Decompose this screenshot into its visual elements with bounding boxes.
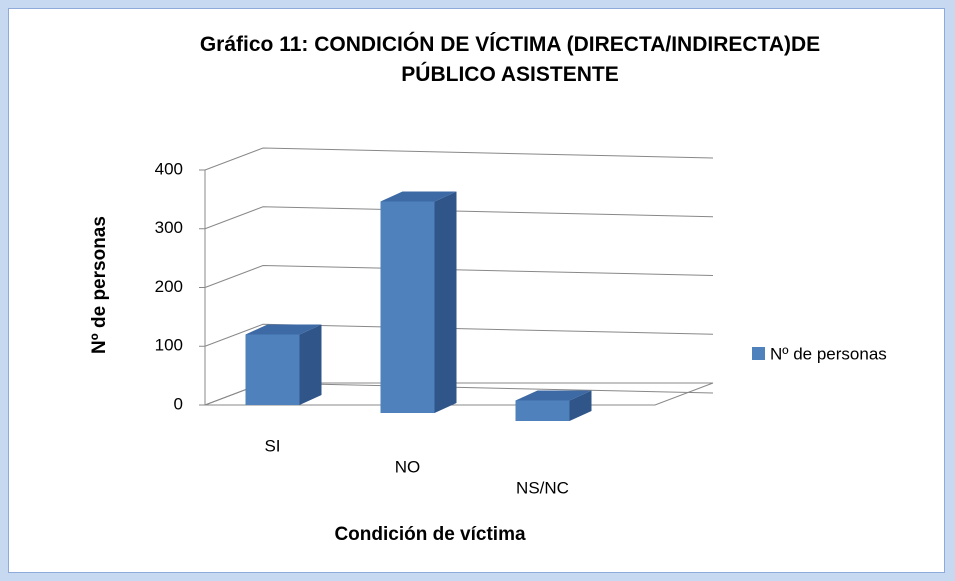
y-tick-label: 100 [155,336,183,355]
bar-side [434,191,457,413]
bar-side [569,390,592,421]
y-tick-label: 0 [174,394,183,413]
bar-top [380,191,457,202]
x-tick-label: NO [395,457,421,476]
legend-swatch [752,347,765,360]
y-tick-label: 200 [155,277,183,296]
chart-title: Gráfico 11: CONDICIÓN DE VÍCTIMA (DIRECT… [199,33,821,86]
bar-top [245,324,322,335]
x-tick-label: SI [264,436,280,455]
x-tick-label: NS/NC [516,478,569,497]
grid-line [204,147,714,171]
bar [245,334,300,405]
grid-line [204,323,714,347]
grid-line [204,264,714,288]
bar [380,201,435,413]
legend-label: Nº de personas [770,344,887,363]
y-tick-label: 300 [155,218,183,237]
x-axis-label: Condición de víctima [334,524,526,545]
bar [515,400,570,421]
y-tick-label: 400 [155,159,183,178]
y-axis-label: Nº de personas [89,216,110,354]
grid-line [204,206,714,230]
chart-frame [8,8,945,573]
bar-top [515,390,592,401]
bar-side [299,324,322,405]
